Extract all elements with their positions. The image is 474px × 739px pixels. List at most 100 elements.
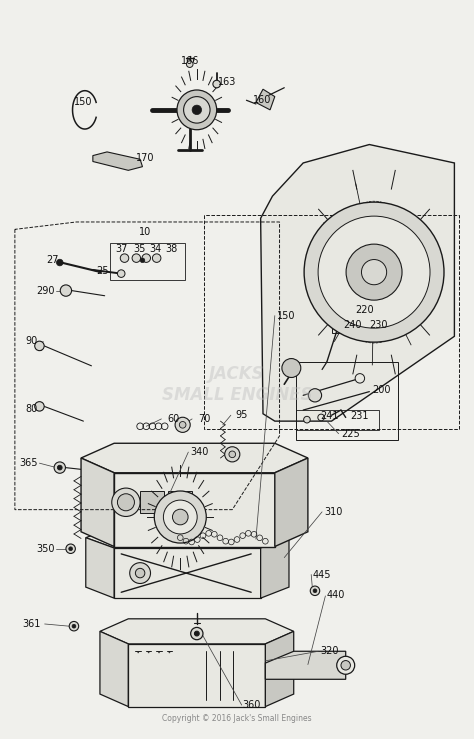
Polygon shape (256, 89, 275, 110)
Circle shape (337, 656, 355, 674)
Circle shape (132, 254, 141, 262)
Circle shape (175, 418, 190, 432)
Polygon shape (86, 528, 289, 548)
Text: 25: 25 (96, 266, 109, 276)
Text: 225: 225 (341, 429, 360, 439)
Circle shape (35, 341, 44, 350)
Text: 38: 38 (165, 245, 178, 254)
Circle shape (118, 494, 135, 511)
Circle shape (341, 661, 350, 670)
Text: 150: 150 (277, 310, 296, 321)
Circle shape (130, 562, 151, 584)
Circle shape (355, 374, 365, 383)
Polygon shape (128, 644, 265, 706)
Circle shape (229, 451, 236, 457)
Circle shape (155, 491, 206, 543)
Circle shape (304, 202, 444, 342)
Text: 231: 231 (351, 411, 369, 421)
Polygon shape (86, 538, 114, 598)
Text: 340: 340 (190, 447, 209, 457)
Circle shape (318, 414, 324, 420)
Polygon shape (265, 651, 346, 679)
Text: Copyright © 2016 Jack's Small Engines: Copyright © 2016 Jack's Small Engines (162, 714, 312, 723)
Polygon shape (117, 517, 204, 528)
Text: 90: 90 (25, 336, 37, 347)
Circle shape (69, 621, 79, 631)
Circle shape (56, 259, 63, 266)
Circle shape (140, 258, 145, 262)
Polygon shape (168, 491, 192, 514)
Text: 70: 70 (198, 414, 210, 424)
Text: 95: 95 (236, 410, 248, 420)
Circle shape (120, 254, 129, 262)
Text: 163: 163 (219, 77, 237, 86)
Text: 34: 34 (149, 245, 161, 254)
Text: 220: 220 (356, 305, 374, 316)
Text: 27: 27 (46, 256, 59, 265)
Text: 160: 160 (253, 95, 271, 105)
Polygon shape (93, 152, 143, 171)
Text: 170: 170 (136, 153, 154, 163)
Text: 240: 240 (344, 320, 362, 330)
Text: 10: 10 (139, 227, 151, 236)
Circle shape (225, 447, 240, 462)
Circle shape (54, 462, 65, 473)
Text: 445: 445 (313, 570, 331, 579)
Circle shape (337, 321, 343, 328)
Circle shape (35, 402, 44, 411)
Text: 200: 200 (372, 385, 391, 395)
Circle shape (72, 624, 76, 628)
Circle shape (179, 421, 186, 428)
Text: 350: 350 (36, 544, 55, 554)
Text: 320: 320 (320, 647, 338, 656)
Text: 360: 360 (242, 700, 260, 710)
Circle shape (66, 544, 75, 554)
Text: 310: 310 (325, 507, 343, 517)
Text: 150: 150 (74, 98, 92, 107)
Polygon shape (81, 458, 114, 547)
Circle shape (194, 631, 199, 636)
Text: 60: 60 (167, 414, 179, 424)
Polygon shape (81, 443, 308, 473)
Circle shape (213, 81, 220, 88)
Circle shape (118, 270, 125, 277)
Circle shape (186, 61, 193, 67)
Polygon shape (114, 473, 275, 547)
Circle shape (304, 416, 310, 423)
Circle shape (136, 568, 145, 578)
Circle shape (183, 97, 210, 123)
Circle shape (173, 509, 188, 525)
Polygon shape (261, 145, 455, 421)
Polygon shape (114, 548, 261, 598)
Text: 241: 241 (320, 411, 338, 421)
Text: 37: 37 (115, 245, 128, 254)
Text: 365: 365 (20, 458, 38, 469)
Polygon shape (275, 458, 308, 547)
Text: 290: 290 (36, 285, 55, 296)
Text: 35: 35 (133, 245, 146, 254)
Text: 440: 440 (327, 590, 346, 600)
Text: 80: 80 (25, 403, 37, 414)
Circle shape (164, 500, 197, 534)
Circle shape (153, 254, 161, 262)
Circle shape (57, 466, 62, 470)
Circle shape (362, 259, 387, 285)
Polygon shape (100, 619, 294, 644)
Circle shape (69, 547, 73, 551)
Polygon shape (261, 538, 289, 598)
Circle shape (346, 244, 402, 300)
Circle shape (318, 216, 430, 328)
Circle shape (313, 589, 317, 593)
Polygon shape (331, 316, 393, 333)
Circle shape (192, 105, 201, 115)
Polygon shape (140, 491, 164, 514)
Circle shape (309, 389, 321, 402)
Circle shape (60, 285, 72, 296)
Text: 166: 166 (181, 56, 199, 67)
Text: 361: 361 (22, 619, 41, 629)
Circle shape (282, 358, 301, 378)
Text: JACKS
SMALL ENGINES: JACKS SMALL ENGINES (162, 365, 312, 403)
Circle shape (177, 90, 217, 130)
Circle shape (112, 488, 140, 517)
Polygon shape (265, 631, 294, 706)
